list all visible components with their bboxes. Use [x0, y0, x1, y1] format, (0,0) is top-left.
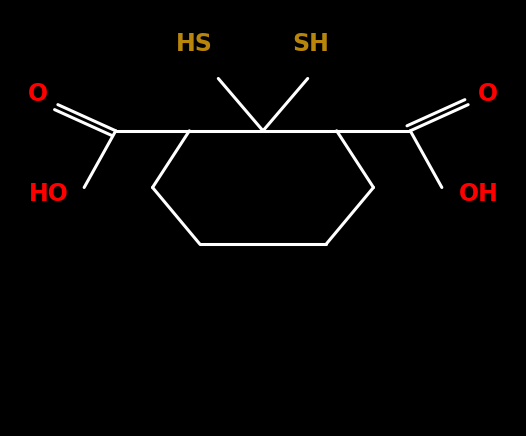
Text: HO: HO — [28, 182, 68, 206]
Text: O: O — [28, 82, 48, 106]
Text: SH: SH — [292, 31, 329, 56]
Text: OH: OH — [459, 182, 499, 206]
Text: HS: HS — [176, 31, 213, 56]
Text: O: O — [478, 82, 498, 106]
